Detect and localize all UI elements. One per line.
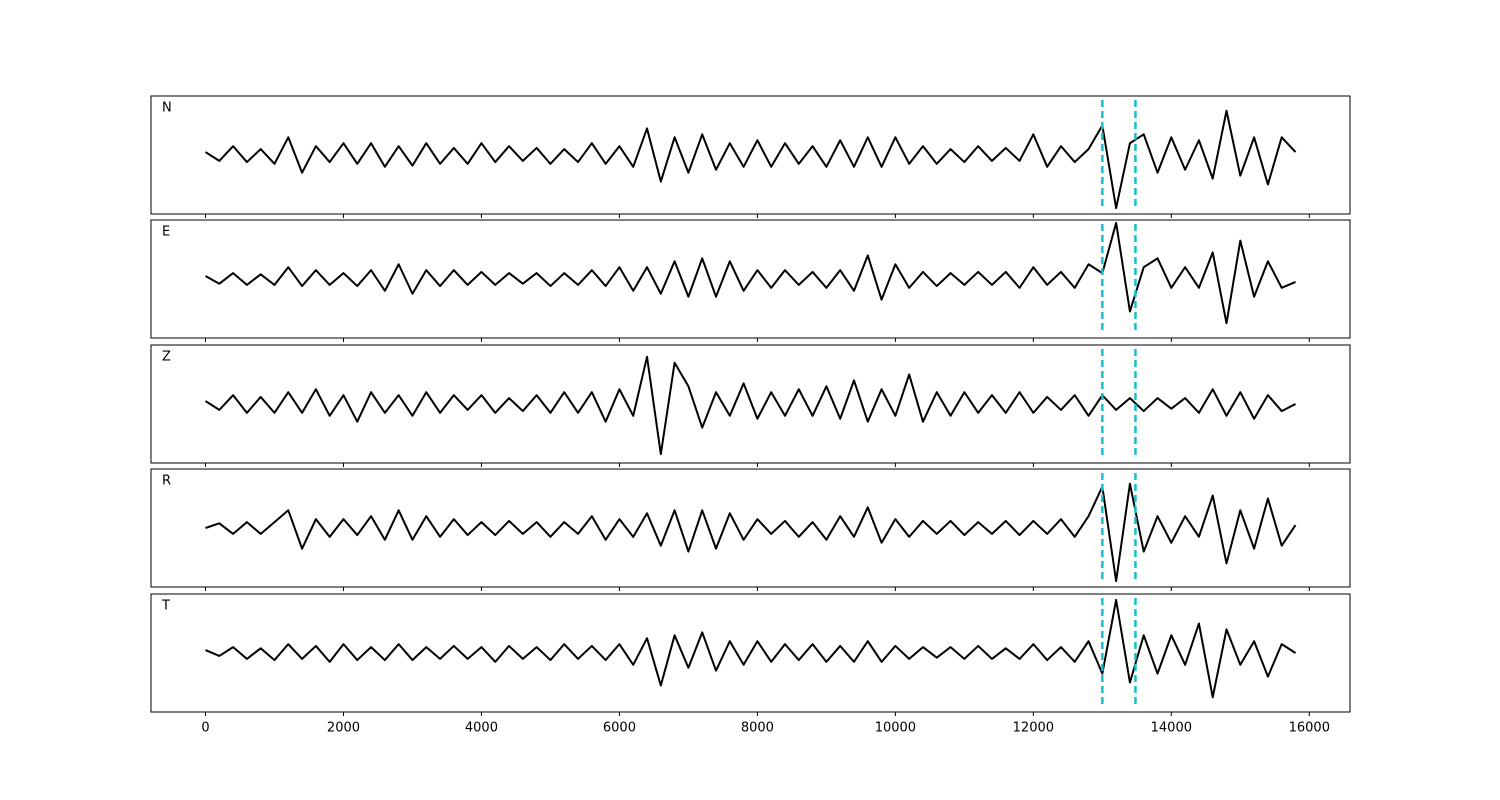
x-tick-label: 8000 <box>741 721 774 736</box>
trace-label: Z <box>162 350 171 365</box>
x-tick-label: 12000 <box>1013 721 1054 736</box>
x-tick-label: 14000 <box>1151 721 1192 736</box>
trace-label: R <box>162 474 171 489</box>
x-tick-label: 0 <box>201 721 209 736</box>
trace-label: N <box>162 101 172 116</box>
trace-label: T <box>161 599 170 614</box>
trace-label: E <box>162 225 170 240</box>
panel-frame <box>150 468 1351 588</box>
panel-frame <box>150 344 1351 464</box>
trace <box>205 482 1297 583</box>
x-tick-label: 10000 <box>875 721 916 736</box>
x-tick-label: 2000 <box>327 721 360 736</box>
x-tick-label: 6000 <box>603 721 636 736</box>
trace <box>204 355 1296 456</box>
trace <box>204 109 1297 210</box>
x-tick-label: 4000 <box>465 721 498 736</box>
trace <box>205 221 1296 325</box>
x-tick-label: 16000 <box>1289 721 1330 736</box>
panel-frame <box>150 593 1351 713</box>
panel-frame <box>150 219 1351 339</box>
trace <box>205 598 1297 699</box>
panel-frame <box>150 95 1351 215</box>
